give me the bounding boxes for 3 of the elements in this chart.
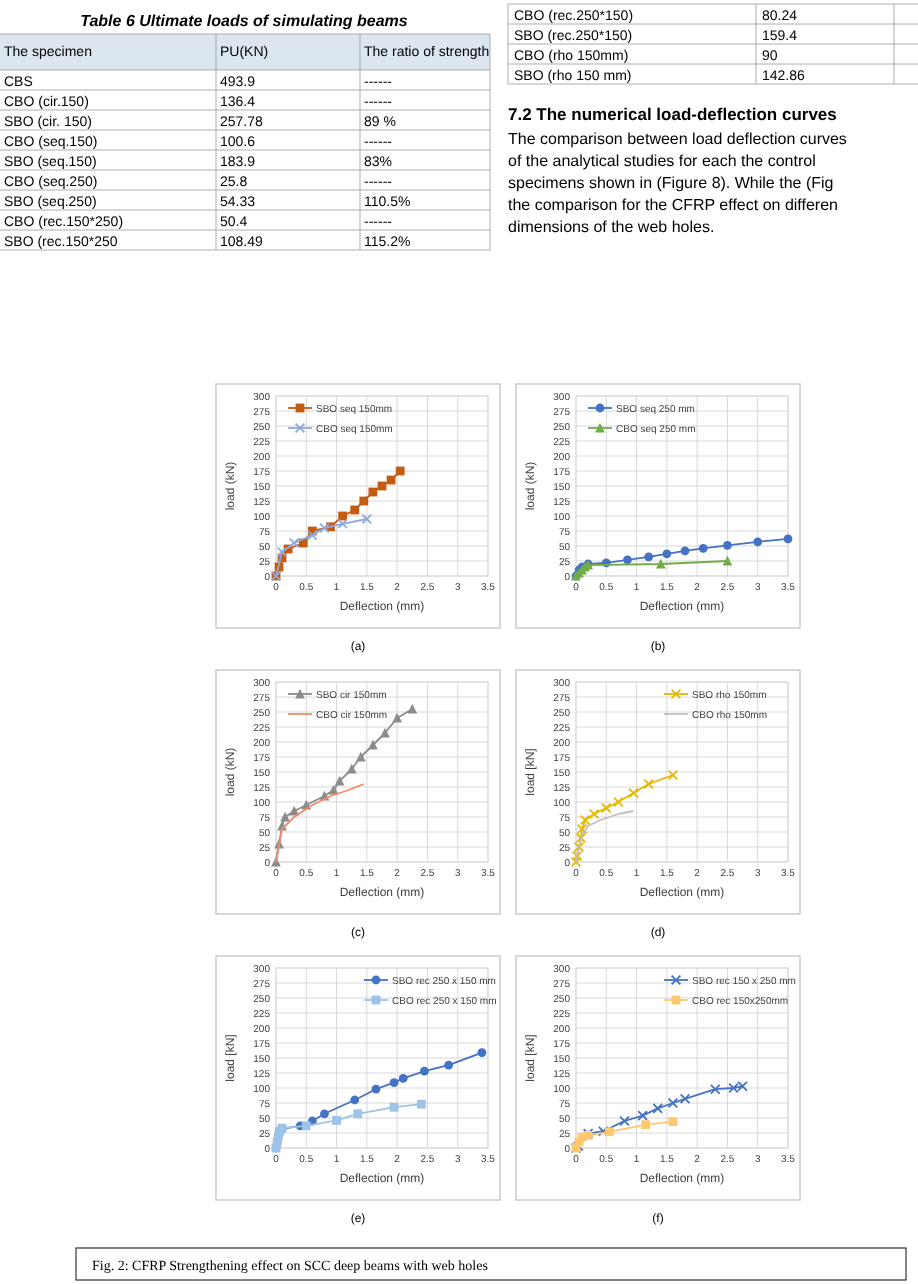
text: The comparison between load deflection curves of the analytical studies for each the control specimens shown in (Figure 8). While the (Fig the comparison for the CFRP effect on differen dimensions of the web holes. xyxy=(508,130,847,236)
text: 7.2 The numerical load-deflection curves xyxy=(508,104,838,124)
text: Table 6 Ultimate loads of simulating beams xyxy=(80,12,409,30)
